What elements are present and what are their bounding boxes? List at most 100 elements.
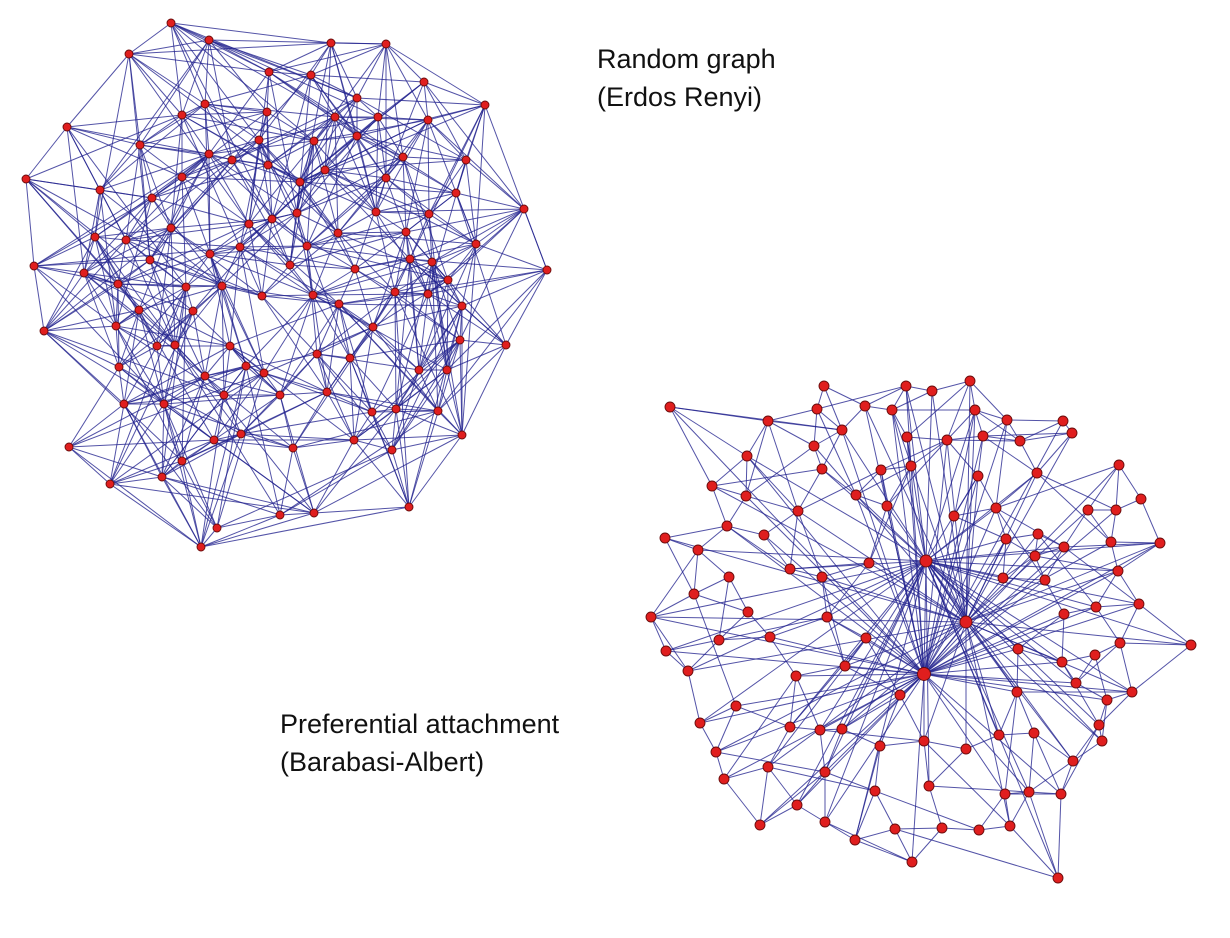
erdos-renyi-edge bbox=[310, 74, 336, 118]
erdos-renyi-edge bbox=[356, 97, 379, 118]
erdos-renyi-edge bbox=[151, 197, 223, 287]
barabasi-albert-edge bbox=[868, 505, 888, 564]
erdos-renyi-edge bbox=[163, 403, 218, 529]
erdos-renyi-node bbox=[414, 365, 424, 375]
erdos-renyi-node bbox=[259, 368, 269, 378]
barabasi-albert-edge bbox=[1017, 648, 1063, 663]
erdos-renyi-node bbox=[159, 399, 169, 409]
erdos-renyi-node bbox=[457, 430, 467, 440]
erdos-renyi-edge bbox=[204, 39, 210, 105]
barabasi-albert-edge bbox=[826, 562, 870, 618]
erdos-renyi-edge bbox=[208, 39, 233, 161]
erdos-renyi-edge bbox=[306, 140, 315, 247]
barabasi-albert-edge bbox=[1061, 613, 1065, 663]
erdos-renyi-edge bbox=[263, 372, 373, 413]
erdos-renyi-edge bbox=[109, 483, 202, 548]
barabasi-albert-edge bbox=[965, 475, 979, 623]
erdos-renyi-edge bbox=[372, 231, 407, 328]
erdos-renyi-edge bbox=[324, 169, 377, 213]
erdos-renyi-node bbox=[461, 155, 471, 165]
barabasi-albert-edge bbox=[769, 636, 797, 677]
erdos-renyi-edge bbox=[125, 153, 210, 241]
erdos-renyi-edge bbox=[356, 135, 404, 158]
barabasi-albert-edge bbox=[1118, 464, 1142, 500]
barabasi-albert-edge bbox=[664, 525, 728, 539]
erdos-renyi-node bbox=[263, 160, 273, 170]
barabasi-albert-edge bbox=[1061, 661, 1100, 726]
erdos-renyi-edge bbox=[200, 512, 315, 548]
barabasi-albert-edge bbox=[664, 537, 695, 595]
erdos-renyi-node bbox=[471, 239, 481, 249]
erdos-renyi-edge bbox=[279, 449, 393, 516]
erdos-renyi-node bbox=[443, 275, 453, 285]
erdos-renyi-node bbox=[95, 185, 105, 195]
barabasi-albert-node bbox=[1133, 598, 1145, 610]
barabasi-albert-edge bbox=[923, 673, 1018, 693]
preferential-attachment-label: Preferential attachment (Barabasi-Albert… bbox=[280, 705, 559, 781]
erdos-renyi-edge bbox=[371, 411, 393, 451]
barabasi-albert-edge bbox=[711, 485, 747, 497]
erdos-renyi-edge bbox=[149, 259, 263, 297]
barabasi-albert-edge bbox=[995, 464, 1120, 509]
erdos-renyi-edge bbox=[174, 344, 281, 516]
erdos-renyi-edge bbox=[245, 294, 314, 367]
barabasi-albert-edge bbox=[923, 740, 930, 787]
barabasi-albert-edge bbox=[1002, 538, 1007, 579]
erdos-renyi-edge bbox=[125, 223, 250, 241]
erdos-renyi-edge bbox=[139, 39, 210, 146]
barabasi-albert-node bbox=[1093, 719, 1105, 731]
erdos-renyi-edge bbox=[68, 366, 120, 448]
erdos-renyi-edge bbox=[395, 408, 463, 436]
erdos-renyi-node bbox=[170, 340, 180, 350]
barabasi-albert-node bbox=[742, 606, 754, 618]
erdos-renyi-node bbox=[188, 306, 198, 316]
erdos-renyi-edge bbox=[427, 261, 433, 295]
erdos-renyi-edge bbox=[354, 268, 396, 293]
erdos-renyi-node bbox=[177, 172, 187, 182]
erdos-renyi-edge bbox=[248, 139, 260, 225]
barabasi-albert-edge bbox=[1028, 760, 1074, 793]
erdos-renyi-edge bbox=[94, 236, 158, 347]
barabasi-albert-edge bbox=[1057, 793, 1062, 879]
erdos-renyi-edge bbox=[312, 294, 448, 371]
erdos-renyi-node bbox=[404, 502, 414, 512]
erdos-renyi-node bbox=[219, 390, 229, 400]
barabasi-albert-edge bbox=[925, 472, 1038, 562]
barabasi-albert-edge bbox=[699, 705, 737, 724]
erdos-renyi-edge bbox=[25, 178, 35, 267]
barabasi-albert-edge bbox=[982, 432, 1073, 437]
barabasi-albert-node bbox=[881, 500, 893, 512]
barabasi-albert-edge bbox=[1004, 691, 1018, 795]
barabasi-albert-edge bbox=[923, 673, 1133, 693]
erdos-renyi-edge bbox=[356, 97, 486, 106]
erdos-renyi-edge bbox=[423, 81, 467, 161]
barabasi-albert-edge bbox=[718, 636, 771, 641]
erdos-renyi-edge bbox=[268, 42, 332, 73]
erdos-renyi-edge bbox=[161, 476, 281, 516]
erdos-renyi-node bbox=[322, 387, 332, 397]
erdos-renyi-node bbox=[451, 188, 461, 198]
erdos-renyi-node bbox=[200, 99, 210, 109]
erdos-renyi-edge bbox=[402, 119, 429, 158]
barabasi-albert-edges bbox=[650, 380, 1192, 879]
barabasi-albert-node bbox=[713, 634, 725, 646]
barabasi-albert-edge bbox=[923, 546, 1065, 675]
erdos-renyi-edge bbox=[128, 39, 210, 55]
barabasi-albert-edge bbox=[1094, 654, 1108, 701]
erdos-renyi-edge bbox=[353, 439, 410, 508]
erdos-renyi-edge bbox=[475, 208, 525, 245]
barabasi-albert-node bbox=[964, 375, 976, 387]
barabasi-albert-edge bbox=[693, 549, 699, 595]
barabasi-albert-edge bbox=[1075, 682, 1108, 701]
erdos-renyi-edge bbox=[43, 283, 119, 332]
erdos-renyi-node bbox=[147, 193, 157, 203]
erdos-renyi-edge bbox=[240, 433, 294, 449]
barabasi-albert-edge bbox=[923, 579, 1046, 675]
barabasi-albert-edge bbox=[854, 839, 913, 863]
erdos-renyi-edge bbox=[338, 303, 374, 328]
erdos-renyi-node bbox=[405, 254, 415, 264]
barabasi-albert-edge bbox=[821, 576, 846, 667]
barabasi-albert-edge bbox=[965, 621, 1103, 742]
erdos-renyi-node bbox=[235, 242, 245, 252]
erdos-renyi-node bbox=[387, 445, 397, 455]
